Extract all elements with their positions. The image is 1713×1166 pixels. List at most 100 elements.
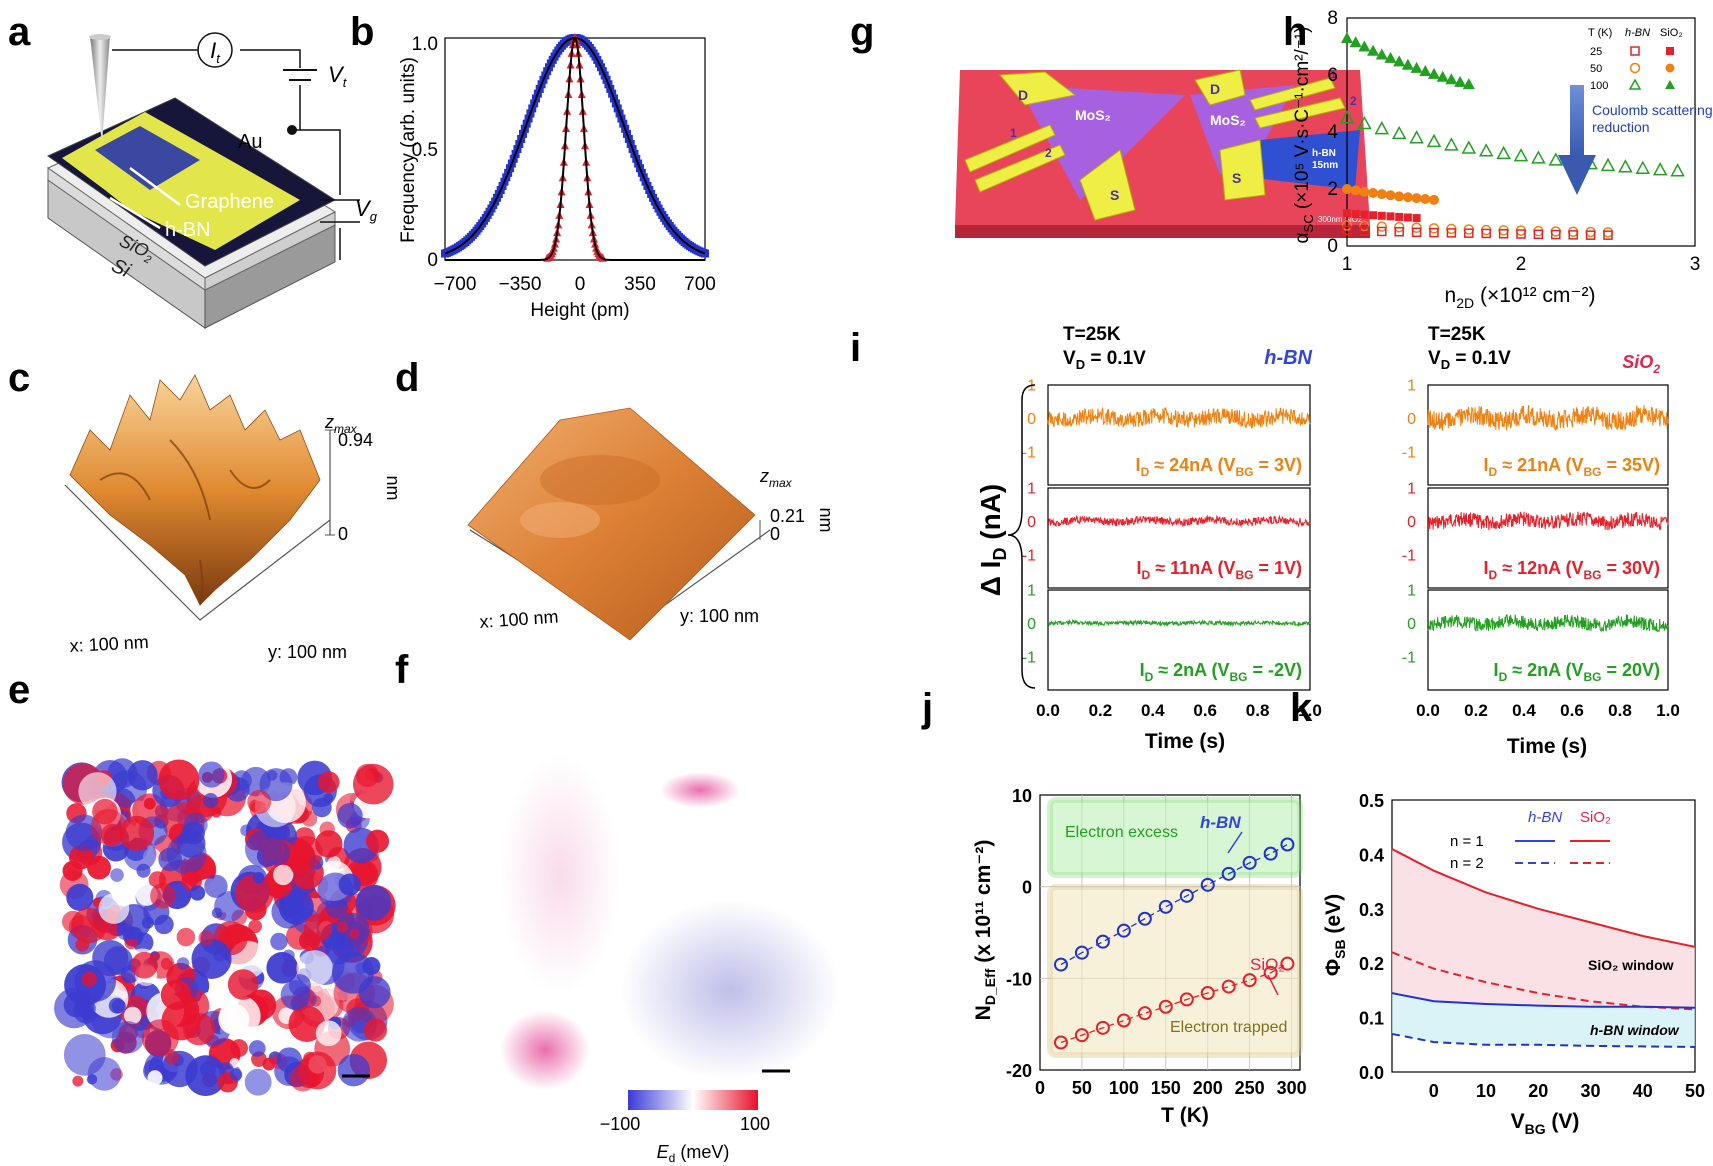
panel-b-fit-narrow: [445, 36, 705, 261]
panel-e-blob: [298, 1051, 337, 1090]
panel-i-material-right: SiO2: [1622, 352, 1660, 376]
panel-e-blob: [147, 1070, 163, 1086]
panel-i-left-ytick: -1: [1022, 649, 1036, 666]
panel-i-right-ytick: 0: [1407, 411, 1416, 428]
panel-h-arrow-text2: reduction: [1592, 119, 1650, 135]
panel-h-point-25k-sio2: [1369, 211, 1378, 220]
panel-j-point-hbn: [1263, 846, 1278, 861]
panel-h-point-100k-sio2: [1419, 65, 1432, 77]
panel-i-vd-right: VD = 0.1V: [1428, 348, 1511, 372]
panel-i-left-axes-2: [1047, 589, 1311, 691]
panel-k-ytick: 0.4: [1359, 845, 1384, 865]
panel-h-point-50k-hbn: [1567, 226, 1579, 237]
panel-j-xtick: 300: [1277, 1078, 1307, 1098]
panel-h-point-50k-hbn: [1585, 226, 1596, 238]
panel-h-point-25k-hbn: [1516, 229, 1526, 239]
panel-g-n1a: 1: [1010, 126, 1017, 140]
panel-j-point-sio2: [1242, 973, 1257, 988]
panel-h-ytick-1: 2: [1327, 179, 1338, 200]
panel-j-xtick: 250: [1235, 1078, 1265, 1098]
panel-h-legend-t1: 50: [1590, 63, 1602, 75]
panel-e-blob: [331, 951, 374, 994]
panel-h-point-50k-sio2: [1368, 187, 1379, 198]
panel-i-cond-right: T=25K: [1428, 324, 1486, 345]
panel-k-xtick: 40: [1633, 1081, 1653, 1101]
panel-i-right-xtick: 0.4: [1512, 701, 1536, 720]
panel-e-blob: [98, 893, 130, 924]
panel-i-right-ytick: -1: [1402, 547, 1416, 564]
panel-i-right-ytick: -1: [1402, 444, 1416, 461]
panel-j-ytick: -20: [1006, 1061, 1032, 1081]
panel-g-device-schematic: D S D S MoS₂ MoS₂ 1 2 1 2 h-BN 15nm 300n…: [955, 67, 1370, 238]
panel-e-blob: [92, 939, 129, 977]
panel-i-left-ytick: -1: [1022, 444, 1036, 461]
panel-i-right-trace-1: [1427, 511, 1669, 531]
panel-h-ytick-3: 6: [1327, 65, 1338, 86]
panel-h-point-100k-hbn: [1513, 148, 1529, 162]
panel-k-lines: SiO₂ window h-BN window h-BN SiO₂ n = 1 …: [1322, 791, 1705, 1137]
panel-h-legend-head: T (K): [1588, 27, 1612, 39]
panel-j-point-hbn: [1116, 923, 1131, 938]
panel-e-blob: [198, 761, 225, 788]
panel-h-point-25k-hbn: [1498, 228, 1509, 239]
panel-j-point-hbn: [1200, 877, 1215, 892]
panel-k-line-sio2-n1: [1391, 848, 1696, 948]
panel-a-vg: Vg: [355, 196, 378, 224]
panel-i-left-trace-2: [1047, 618, 1311, 628]
panel-j-trapped: Electron trapped: [1170, 1019, 1287, 1036]
panel-d-zmax-value: 0.21: [770, 506, 805, 526]
panel-label-f: f: [395, 648, 409, 692]
panel-i-right-label-0: ID ≈ 21nA (VBG = 35V): [1484, 455, 1660, 479]
panel-d-zmax-label: zmax: [759, 466, 793, 490]
panel-e-blob: [123, 1006, 142, 1025]
panel-e-blob: [158, 847, 183, 872]
panel-j-point-sio2: [1053, 1035, 1068, 1050]
panel-e-blob: [349, 928, 360, 939]
panel-h-point-100k-hbn: [1496, 145, 1511, 160]
panel-e-blob: [248, 1040, 266, 1057]
panel-i-right-ytick: 0: [1407, 514, 1416, 531]
panel-c-unit: nm: [383, 475, 403, 500]
panel-e-blob: [72, 1075, 84, 1087]
panel-h-legend-hbn: h-BN: [1625, 27, 1650, 39]
panel-label-k: k: [1290, 686, 1313, 730]
panel-j-excess-box: [1047, 797, 1303, 878]
panel-e-blob: [150, 882, 176, 909]
panel-h-point-25k-hbn: [1603, 230, 1613, 240]
panel-e-blob: [211, 807, 222, 818]
panel-e-blob: [272, 864, 294, 886]
panel-j-point-sio2: [1200, 986, 1215, 1000]
panel-e-blob: [108, 997, 125, 1014]
panel-i-left-ytick: 0: [1027, 616, 1036, 633]
panel-h-arrow: [1570, 85, 1584, 155]
panel-h-point-100k-hbn: [1618, 159, 1633, 173]
panel-e-blob: [87, 1057, 122, 1091]
panel-k-line-hbn-n1: [1391, 992, 1696, 1009]
panel-h-point-100k-hbn: [1548, 152, 1564, 166]
panel-k-hbn-window-label: h-BN window: [1590, 1022, 1680, 1038]
panel-j-point-sio2: [1158, 999, 1173, 1014]
panel-h-point-25k-hbn: [1429, 227, 1439, 238]
panel-j-point-sio2: [1116, 1013, 1131, 1028]
panel-e-blob: [336, 921, 349, 933]
panel-h-point-50k-hbn: [1359, 220, 1370, 232]
panel-h-point-100k-hbn: [1391, 125, 1407, 140]
panel-i-left-trace-0: [1047, 406, 1311, 429]
panel-k-hbn-window: [1392, 993, 1695, 1047]
panel-h-point-50k-sio2: [1402, 192, 1413, 203]
panel-e-blob: [355, 884, 392, 921]
panel-j-xtick: 50: [1072, 1078, 1092, 1098]
panel-h-point-100k-sio2: [1428, 67, 1440, 79]
panel-e-blob: [315, 1020, 342, 1047]
panel-h-point-25k-hbn: [1446, 228, 1457, 238]
panel-h-point-100k-hbn: [1652, 162, 1668, 176]
panel-h-point-25k-hbn: [1568, 230, 1578, 240]
panel-j-point-sio2: [1280, 956, 1295, 971]
panel-h-point-25k-hbn: [1551, 229, 1561, 240]
panel-d-y-axis: y: 100 nm: [680, 606, 759, 626]
panel-i-right-xtick: 0.0: [1416, 701, 1440, 720]
panel-k-sio2-window-label: SiO₂ window: [1588, 957, 1674, 973]
panel-h-point-25k-sio2: [1412, 214, 1421, 223]
panel-k-ytick: 0.2: [1359, 954, 1384, 974]
panel-i-right-trace-0: [1427, 404, 1669, 431]
